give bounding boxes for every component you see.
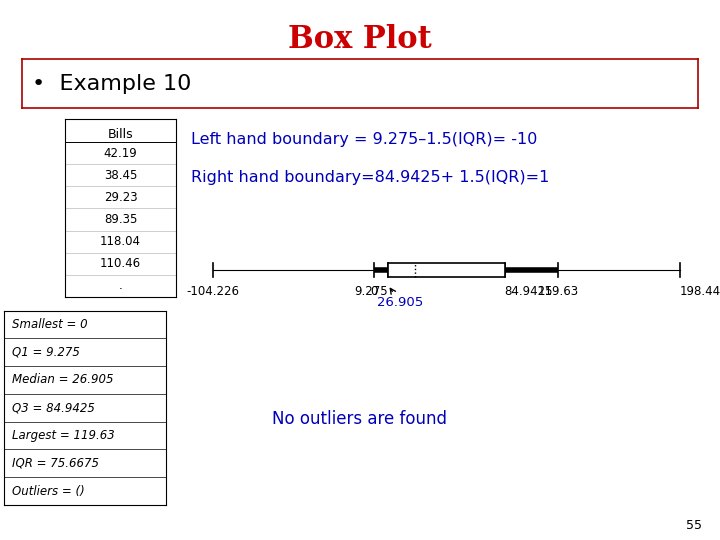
Text: 118.04: 118.04: [100, 235, 141, 248]
Text: 119.63: 119.63: [538, 285, 579, 298]
Text: 89.35: 89.35: [104, 213, 138, 226]
Text: 9.275: 9.275: [354, 285, 388, 298]
Text: -104.226: -104.226: [186, 285, 239, 298]
Text: •  Example 10: • Example 10: [32, 73, 191, 94]
Text: 84.9425: 84.9425: [505, 285, 553, 298]
Text: Right hand boundary=84.9425+ 1.5(IQR)=1: Right hand boundary=84.9425+ 1.5(IQR)=1: [191, 170, 549, 185]
Text: Outliers = (): Outliers = (): [12, 484, 84, 497]
Text: Smallest = 0: Smallest = 0: [12, 318, 87, 331]
Text: Median = 26.905: Median = 26.905: [12, 374, 113, 387]
Text: Left hand boundary = 9.275–1.5(IQR)= -10: Left hand boundary = 9.275–1.5(IQR)= -10: [191, 132, 537, 147]
Bar: [388, 262, 505, 278]
Text: 26.905: 26.905: [377, 288, 423, 309]
Text: Q3 = 84.9425: Q3 = 84.9425: [12, 401, 94, 414]
Text: 110.46: 110.46: [100, 257, 141, 271]
Text: IQR = 75.6675: IQR = 75.6675: [12, 457, 99, 470]
Text: .: .: [119, 279, 122, 293]
Text: Q1 = 9.275: Q1 = 9.275: [12, 346, 80, 359]
Text: 0: 0: [370, 285, 377, 298]
Text: 29.23: 29.23: [104, 191, 138, 204]
Text: 38.45: 38.45: [104, 168, 138, 181]
Text: 55: 55: [686, 519, 702, 532]
Text: No outliers are found: No outliers are found: [272, 410, 448, 428]
Text: Box Plot: Box Plot: [288, 24, 432, 55]
Text: 198.443: 198.443: [680, 285, 720, 298]
Text: Bills: Bills: [108, 128, 133, 141]
Text: Largest = 119.63: Largest = 119.63: [12, 429, 114, 442]
Text: 42.19: 42.19: [104, 146, 138, 159]
